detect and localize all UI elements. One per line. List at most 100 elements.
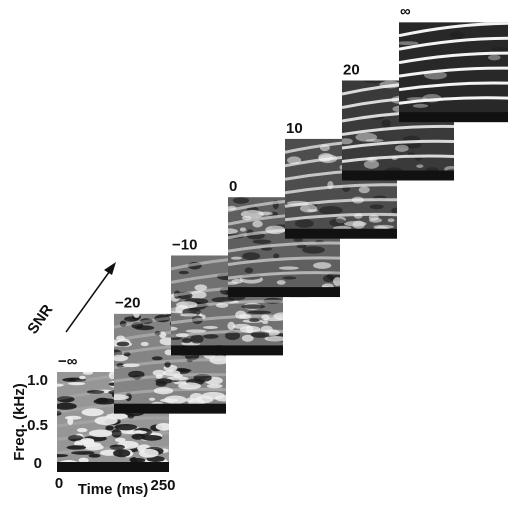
noise-blob <box>355 132 378 142</box>
noise-blob <box>241 304 266 309</box>
noise-blob <box>365 138 384 143</box>
harmonic <box>285 212 397 222</box>
noise-blob <box>239 325 261 334</box>
noise-blob <box>342 138 353 145</box>
noise-blob <box>329 218 347 227</box>
noise-blob <box>138 448 159 458</box>
arrow-label: SNR <box>24 301 56 337</box>
noise-blob <box>114 354 128 362</box>
noise-blob <box>64 415 82 420</box>
noise-blob <box>352 220 365 230</box>
noise-blob <box>162 370 181 377</box>
noise-blob <box>178 382 202 390</box>
noise-blob <box>114 423 138 431</box>
harmonic <box>399 81 508 92</box>
noise-blob <box>126 430 147 435</box>
noise-blob <box>86 390 105 394</box>
noise-blob <box>181 338 192 344</box>
noise-blob <box>293 238 303 242</box>
noise-blob <box>153 387 174 395</box>
snr-label: ∞ <box>400 3 411 20</box>
noise-blob <box>171 326 178 331</box>
noise-blob <box>123 351 131 357</box>
noise-blob <box>164 395 187 405</box>
noise-blob <box>250 331 270 338</box>
snr-label: 0 <box>229 178 237 195</box>
noise-blob <box>193 374 212 382</box>
noise-blob <box>332 277 340 286</box>
harmonic <box>399 96 508 105</box>
noise-blob <box>151 356 163 361</box>
noise-blob <box>140 341 149 347</box>
y-tick: 0 <box>34 455 42 472</box>
noise-blob <box>391 207 397 214</box>
noise-blob <box>177 368 192 373</box>
noise-blob <box>369 204 384 210</box>
noise-blob <box>231 279 243 284</box>
noise-blob <box>252 220 263 228</box>
noise-blob <box>239 227 247 232</box>
noise-blob <box>381 119 391 128</box>
noise-blob <box>299 204 318 213</box>
noise-blob <box>230 256 242 260</box>
noise-blob <box>166 376 189 381</box>
noise-blob <box>185 329 207 333</box>
noise-blob <box>116 335 126 341</box>
noise-blob <box>194 284 208 291</box>
y-label: Freq. (kHz) <box>11 383 28 461</box>
snr-label: 10 <box>286 120 303 137</box>
low-band <box>285 228 397 239</box>
noise-blob <box>261 320 269 325</box>
noise-blob <box>187 261 202 270</box>
snr-arrow <box>65 267 113 333</box>
harmonic <box>285 183 397 195</box>
noise-blob <box>81 408 104 417</box>
noise-blob <box>175 333 189 338</box>
noise-blob <box>248 318 260 323</box>
harmonic <box>399 51 508 65</box>
noise-blob <box>232 197 250 204</box>
noise-blob <box>263 297 283 304</box>
noise-blob <box>368 214 379 221</box>
noise-blob <box>152 369 166 377</box>
noise-blob <box>179 313 198 317</box>
noise-blob <box>140 318 153 324</box>
noise-blob <box>159 331 167 339</box>
noise-blob <box>133 313 140 318</box>
noise-blob <box>114 437 126 443</box>
noise-blob <box>78 375 86 380</box>
noise-blob <box>228 228 238 235</box>
noise-blob <box>241 334 254 342</box>
noise-blob <box>191 315 203 325</box>
noise-blob <box>177 291 193 300</box>
harmonic <box>171 314 283 325</box>
harmonic <box>342 124 454 136</box>
noise-blob <box>203 334 219 339</box>
noise-blob <box>186 358 193 363</box>
noise-blob <box>488 54 501 61</box>
noise-blob <box>363 160 380 169</box>
noise-blob <box>319 206 343 215</box>
noise-blob <box>67 382 86 386</box>
y-tick: 1.0 <box>27 372 48 389</box>
noise-blob <box>68 378 77 382</box>
noise-blob <box>122 363 140 368</box>
noise-blob <box>282 276 297 280</box>
noise-blob <box>105 425 114 431</box>
harmonic <box>171 299 283 311</box>
snr-arrowhead <box>104 262 116 275</box>
noise-blob <box>154 331 161 336</box>
noise-blob <box>109 444 125 450</box>
noise-blob <box>449 31 465 39</box>
noise-blob <box>242 252 261 261</box>
noise-blob <box>82 372 94 375</box>
low-band <box>228 287 340 298</box>
noise-blob <box>273 253 280 259</box>
harmonic <box>399 36 508 51</box>
snr-label: −∞ <box>58 353 78 370</box>
noise-blob <box>88 453 101 458</box>
noise-blob <box>358 186 370 194</box>
noise-blob <box>155 422 169 431</box>
harmonic <box>285 198 397 208</box>
noise-blob <box>96 397 109 404</box>
